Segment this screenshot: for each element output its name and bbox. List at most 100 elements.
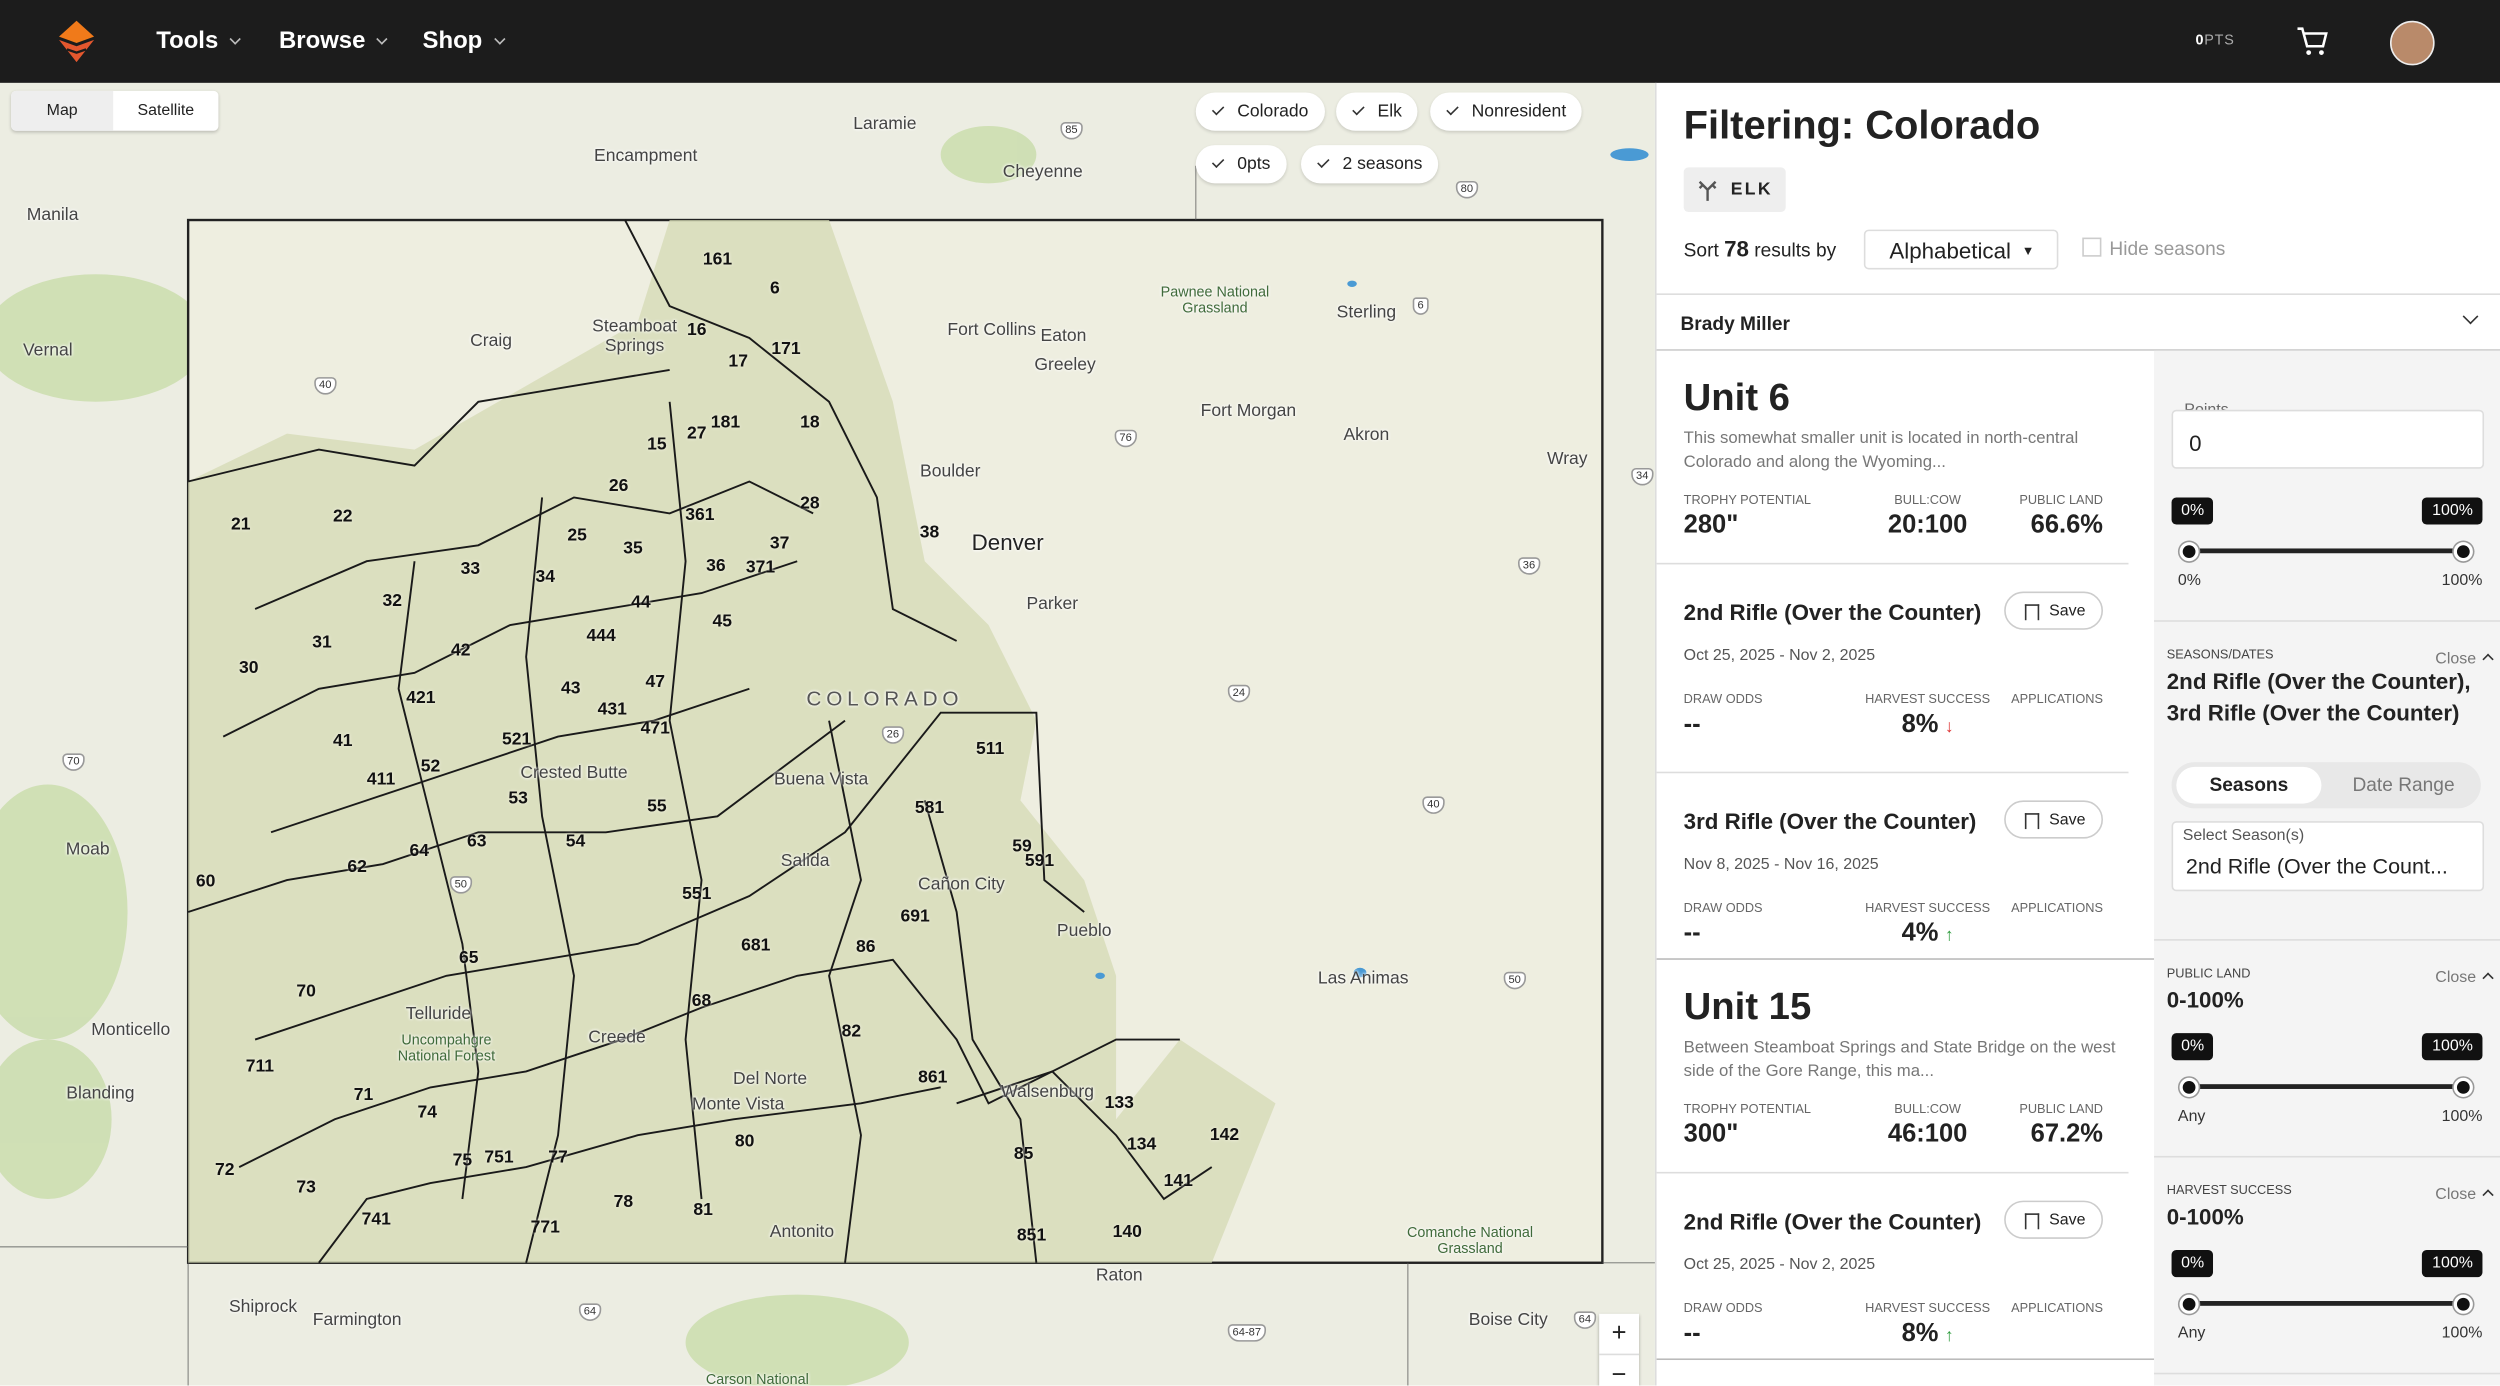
unit-label[interactable]: 72: [215, 1160, 235, 1180]
unit-label[interactable]: 521: [501, 730, 532, 750]
slider-min[interactable]: [2179, 542, 2199, 562]
unit-label[interactable]: 54: [565, 832, 586, 852]
nav-item[interactable]: Tools: [156, 27, 239, 54]
unit-label[interactable]: 411: [366, 770, 396, 790]
unit-label[interactable]: 511: [975, 739, 1005, 759]
unit-label[interactable]: 133: [1104, 1093, 1134, 1113]
hunt-card[interactable]: 3rd Rifle (Over the Counter) Save Nov 8, 2…: [1656, 773, 2155, 960]
unit-label[interactable]: 471: [640, 719, 670, 739]
unit-label[interactable]: 81: [693, 1200, 713, 1220]
filter-chip[interactable]: 0pts: [1195, 145, 1287, 184]
filter-chip[interactable]: Elk: [1336, 92, 1418, 131]
unit-label[interactable]: 43: [561, 679, 581, 699]
unit-label[interactable]: 59: [1012, 837, 1032, 857]
unit-label[interactable]: 444: [586, 626, 616, 646]
map[interactable]: Map Satellite + − Colorado Elk Nonresident…: [0, 82, 1655, 1386]
unit-label[interactable]: 691: [900, 907, 930, 927]
filter-chip[interactable]: Nonresident: [1430, 92, 1583, 131]
unit-label[interactable]: 82: [841, 1022, 862, 1042]
unit-label[interactable]: 53: [508, 789, 528, 809]
checkbox[interactable]: [2082, 237, 2102, 257]
unit-label[interactable]: 37: [769, 534, 790, 554]
map-button[interactable]: Map: [11, 90, 114, 131]
hide-seasons[interactable]: Hide seasons: [2082, 237, 2225, 260]
filter-chip[interactable]: Colorado: [1195, 92, 1325, 131]
unit-label[interactable]: 35: [623, 538, 643, 559]
points-input[interactable]: 0: [2171, 409, 2485, 469]
unit-label[interactable]: 371: [745, 558, 776, 578]
unit-label[interactable]: 30: [238, 658, 259, 678]
unit-label[interactable]: 18: [800, 412, 820, 433]
slider-min[interactable]: [2179, 1294, 2199, 1314]
unit-label[interactable]: 15: [647, 435, 667, 455]
unit-label[interactable]: 741: [361, 1210, 391, 1230]
unit-label[interactable]: 73: [296, 1178, 316, 1198]
unit-label[interactable]: 42: [451, 640, 471, 661]
unit-label[interactable]: 711: [245, 1057, 275, 1077]
unit-label[interactable]: 55: [647, 797, 667, 817]
unit-label[interactable]: 34: [535, 567, 556, 587]
slider-max[interactable]: [2453, 1077, 2473, 1097]
cart-icon[interactable]: [2294, 24, 2329, 59]
nav-item[interactable]: Shop: [423, 27, 504, 54]
unit-label[interactable]: 77: [548, 1147, 568, 1168]
unit-label[interactable]: 33: [460, 559, 481, 579]
tab-seasons[interactable]: Seasons: [2176, 766, 2322, 804]
unit-label[interactable]: 25: [567, 526, 587, 546]
points[interactable]: 0PTS: [2195, 32, 2234, 48]
unit-label[interactable]: 6: [769, 279, 780, 299]
unit-label[interactable]: 65: [458, 948, 479, 968]
tab-date-range[interactable]: Date Range: [2352, 773, 2455, 796]
unit-label[interactable]: 161: [702, 250, 733, 270]
unit-label[interactable]: 591: [1024, 851, 1055, 871]
save-button[interactable]: Save: [2004, 800, 2103, 839]
unit-card[interactable]: Unit 6 This somewhat smaller unit is loca…: [1656, 351, 2129, 565]
unit-label[interactable]: 431: [597, 699, 627, 720]
unit-label[interactable]: 63: [466, 832, 487, 852]
unit-label[interactable]: 142: [1209, 1125, 1240, 1145]
nav-item[interactable]: Browse: [279, 27, 386, 54]
unit-label[interactable]: 64: [409, 841, 430, 861]
unit-label[interactable]: 27: [686, 424, 707, 444]
unit-label[interactable]: 74: [417, 1103, 438, 1123]
logo[interactable]: [57, 19, 95, 64]
unit-label[interactable]: 38: [919, 522, 940, 543]
unit-label[interactable]: 861: [918, 1068, 948, 1088]
unit-card[interactable]: Unit 15 Between Steamboat Springs and Sta…: [1656, 960, 2129, 1174]
slider-max[interactable]: [2453, 542, 2473, 562]
unit-label[interactable]: 771: [530, 1218, 560, 1238]
unit-label[interactable]: 141: [1163, 1171, 1193, 1192]
unit-label[interactable]: 22: [333, 507, 353, 527]
unit-label[interactable]: 80: [734, 1132, 755, 1152]
slider-min[interactable]: [2179, 1077, 2199, 1097]
unit-label[interactable]: 28: [800, 494, 820, 514]
zoom-in[interactable]: +: [1599, 1314, 1640, 1356]
unit-label[interactable]: 45: [712, 612, 733, 632]
unit-label[interactable]: 171: [771, 339, 801, 359]
unit-label[interactable]: 36: [706, 556, 726, 576]
unit-label[interactable]: 26: [608, 476, 629, 496]
unit-label[interactable]: 851: [1016, 1226, 1047, 1246]
save-button[interactable]: Save: [2004, 591, 2103, 630]
unit-label[interactable]: 134: [1126, 1135, 1157, 1155]
unit-label[interactable]: 78: [613, 1192, 634, 1212]
slider-max[interactable]: [2453, 1294, 2473, 1314]
unit-label[interactable]: 86: [855, 937, 876, 957]
sort-select[interactable]: Alphabetical ▼: [1863, 229, 2059, 270]
unit-label[interactable]: 41: [333, 731, 353, 751]
unit-label[interactable]: 47: [645, 672, 666, 692]
hunt-card[interactable]: 2nd Rifle (Over the Counter) Save Oct 25, …: [1656, 1173, 2155, 1361]
unit-label[interactable]: 44: [631, 593, 651, 613]
unit-label[interactable]: 85: [1013, 1144, 1034, 1164]
unit-label[interactable]: 32: [382, 591, 402, 611]
unit-label[interactable]: 17: [728, 352, 748, 372]
unit-label[interactable]: 361: [685, 505, 715, 525]
unit-label[interactable]: 71: [353, 1085, 374, 1105]
unit-label[interactable]: 16: [686, 320, 707, 340]
close-button[interactable]: Close: [2435, 1186, 2477, 1204]
season-select[interactable]: Select Season(s) 2nd Rifle (Over the Coun…: [2171, 821, 2485, 892]
account-row[interactable]: Brady Miller: [1656, 293, 2500, 351]
unit-label[interactable]: 581: [914, 798, 945, 818]
unit-label[interactable]: 551: [682, 884, 712, 905]
unit-label[interactable]: 68: [691, 991, 712, 1011]
